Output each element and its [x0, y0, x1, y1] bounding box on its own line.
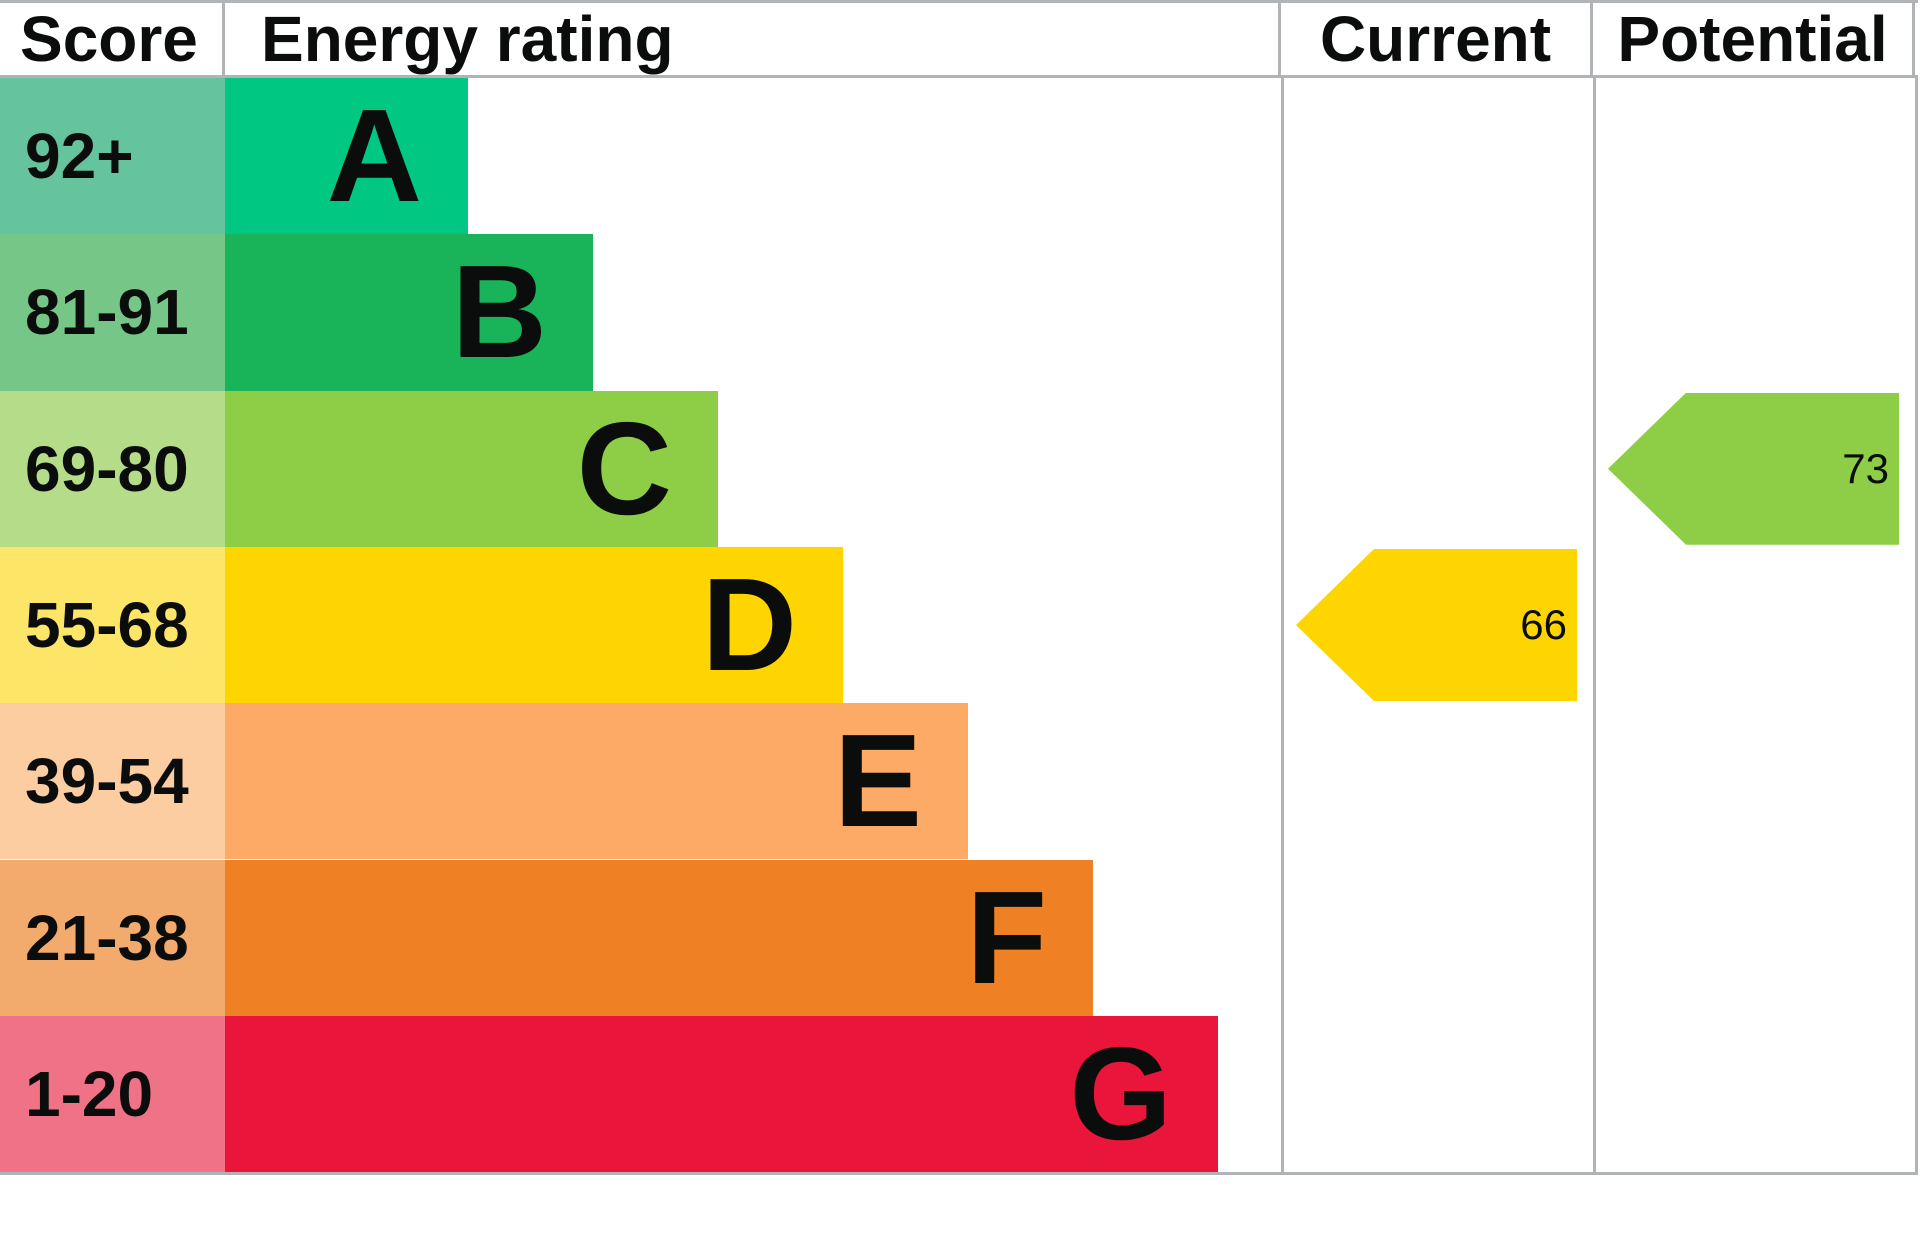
band-row-c: 69-80 C — [0, 390, 1281, 547]
potential-column-left-border — [1593, 78, 1596, 1172]
score-range-f: 21-38 — [0, 859, 225, 1016]
band-bar-f: F — [225, 859, 1093, 1016]
potential-rating-arrow: 73 — [1608, 392, 1899, 545]
header-current: Current — [1281, 3, 1593, 75]
band-bar-d: D — [225, 546, 843, 704]
band-row-a: 92+ A — [0, 78, 1281, 235]
current-column-left-border — [1281, 78, 1284, 1172]
header-energy-rating: Energy rating — [225, 3, 1281, 75]
score-range-b: 81-91 — [0, 234, 225, 391]
band-bar-g: G — [225, 1015, 1218, 1173]
band-area: 92+ A 81-91 B 69-80 C 55-68 D 39-54 E 21-38 F 1-20 G 6… — [0, 78, 1918, 1175]
band-row-g: 1-20 G — [0, 1015, 1281, 1173]
current-rating-arrow: 66 — [1296, 549, 1577, 702]
score-range-g: 1-20 — [0, 1015, 225, 1173]
band-bar-e: E — [225, 703, 968, 860]
score-range-c: 69-80 — [0, 390, 225, 547]
band-row-e: 39-54 E — [0, 703, 1281, 860]
band-bar-c: C — [225, 390, 718, 547]
table-right-border — [1915, 78, 1918, 1172]
epc-rating-chart: Score Energy rating Current Potential 92… — [0, 0, 1918, 1175]
score-range-e: 39-54 — [0, 703, 225, 860]
band-row-d: 55-68 D — [0, 546, 1281, 704]
header-potential: Potential — [1593, 3, 1915, 75]
band-row-f: 21-38 F — [0, 859, 1281, 1016]
header-score: Score — [0, 3, 225, 75]
band-bar-b: B — [225, 234, 593, 391]
score-range-a: 92+ — [0, 78, 225, 235]
score-range-d: 55-68 — [0, 546, 225, 704]
header-row: Score Energy rating Current Potential — [0, 0, 1918, 78]
band-bar-a: A — [225, 78, 468, 235]
band-row-b: 81-91 B — [0, 234, 1281, 391]
